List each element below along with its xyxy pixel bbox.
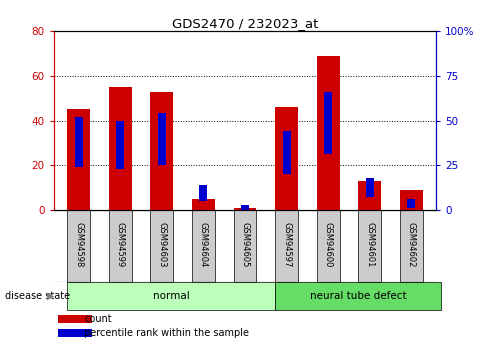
Text: GSM94603: GSM94603 <box>157 222 167 267</box>
Bar <box>358 181 381 210</box>
Bar <box>400 190 422 210</box>
Text: count: count <box>84 314 112 324</box>
Text: normal: normal <box>153 291 190 301</box>
Bar <box>158 114 166 165</box>
Bar <box>68 282 275 310</box>
Bar <box>317 210 340 282</box>
Bar <box>234 208 256 210</box>
Bar <box>150 210 173 282</box>
Text: neural tube defect: neural tube defect <box>310 291 407 301</box>
Bar <box>58 315 92 323</box>
Text: GSM94601: GSM94601 <box>365 222 374 267</box>
Bar <box>150 91 173 210</box>
Bar <box>317 56 340 210</box>
Bar <box>109 210 132 282</box>
Bar <box>192 199 215 210</box>
Bar <box>400 210 422 282</box>
Bar <box>68 109 90 210</box>
Bar <box>407 199 415 208</box>
Title: GDS2470 / 232023_at: GDS2470 / 232023_at <box>172 17 318 30</box>
Bar <box>58 329 92 337</box>
Bar <box>275 210 298 282</box>
Bar <box>241 205 249 211</box>
Bar <box>68 210 90 282</box>
Bar <box>283 131 291 174</box>
Text: GSM94605: GSM94605 <box>241 222 249 267</box>
Bar <box>275 282 441 310</box>
Bar <box>199 185 207 201</box>
Text: disease state: disease state <box>5 291 70 301</box>
Text: GSM94597: GSM94597 <box>282 222 291 267</box>
Bar <box>192 210 215 282</box>
Text: GSM94598: GSM94598 <box>74 222 83 267</box>
Bar <box>366 178 374 197</box>
Bar <box>109 87 132 210</box>
Text: GSM94602: GSM94602 <box>407 222 416 267</box>
Text: GSM94600: GSM94600 <box>323 222 333 267</box>
Bar <box>324 92 332 155</box>
Text: ▶: ▶ <box>47 291 54 301</box>
Text: GSM94604: GSM94604 <box>199 222 208 267</box>
Text: percentile rank within the sample: percentile rank within the sample <box>84 328 249 338</box>
Text: GSM94599: GSM94599 <box>116 222 125 267</box>
Bar <box>275 107 298 210</box>
Bar <box>116 121 124 169</box>
Bar <box>75 117 83 167</box>
Bar <box>234 210 256 282</box>
Bar <box>358 210 381 282</box>
